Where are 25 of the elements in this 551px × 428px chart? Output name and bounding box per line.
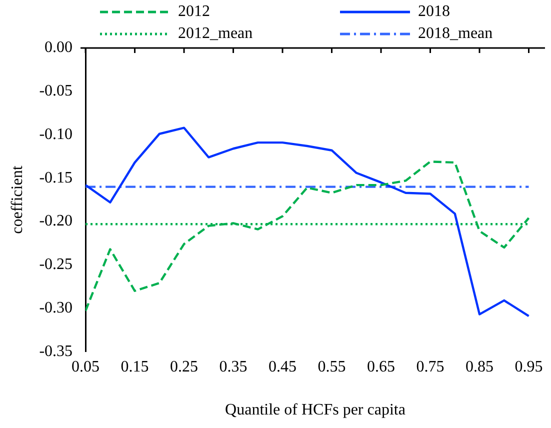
y-tick-label: -0.25: [39, 256, 73, 274]
y-tick-label: -0.20: [39, 212, 73, 230]
line-series: [86, 160, 530, 312]
y-tick-label: -0.05: [39, 82, 73, 100]
x-tick-label: 0.55: [318, 358, 346, 376]
x-tick-label: 0.45: [268, 358, 297, 376]
legend-label: 2012_mean: [178, 25, 253, 43]
x-tick-label: 0.95: [514, 358, 543, 376]
y-tick-label: -0.35: [39, 342, 73, 360]
x-tick-label: 0.15: [120, 358, 149, 376]
y-tick-label: -0.30: [39, 299, 73, 316]
legend-label: 2018_mean: [418, 25, 493, 43]
x-tick-label: 0.75: [416, 358, 444, 376]
y-axis-title: coefficient: [8, 165, 26, 234]
x-tick-label: 0.05: [72, 358, 100, 376]
x-tick-label: 0.65: [367, 358, 396, 376]
x-tick-label: 0.25: [170, 358, 198, 376]
y-tick-label: -0.10: [39, 126, 73, 143]
y-tick-label: 0.00: [44, 39, 73, 56]
x-tick-label: 0.85: [466, 358, 494, 376]
legend-label: 2018: [418, 3, 450, 21]
x-tick-label: 0.35: [219, 358, 248, 376]
y-tick-label: -0.15: [39, 169, 73, 186]
legend-label: 2012: [178, 3, 210, 21]
x-axis-title: Quantile of HCFs per capita: [225, 402, 406, 419]
